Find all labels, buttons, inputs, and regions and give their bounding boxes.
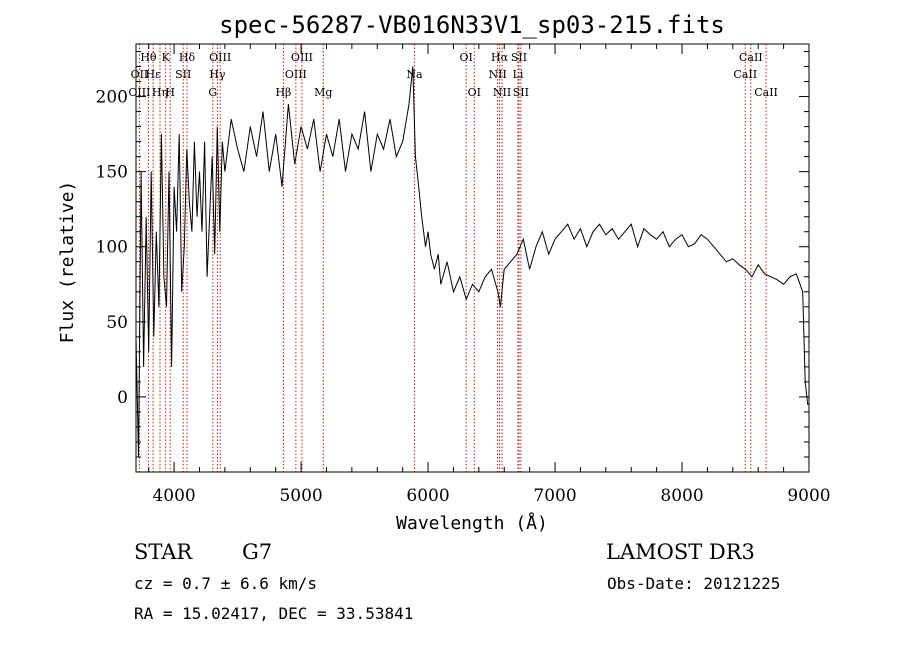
x-tick-label: 8000: [660, 486, 703, 506]
spectral-line-label: H: [165, 86, 175, 99]
spectral-line-labels: Hθ OII OIII Hε Hη K H Hδ SII OIII Hγ G Hβ OIII OIII Mg N…: [128, 51, 778, 99]
y-tick-label: 0: [117, 388, 128, 408]
object-class: STAR: [134, 540, 193, 564]
spectral-line-label: G: [208, 86, 217, 99]
plot-frame: [135, 43, 810, 473]
spectral-line-label: Hε: [145, 68, 161, 81]
x-tick-label: 6000: [406, 486, 449, 506]
spectral-line-label: Li: [513, 68, 524, 81]
spectral-line-label: NII: [493, 86, 511, 99]
spectral-line-label: OIII: [285, 68, 307, 81]
spectral-line-label: CaII: [739, 51, 763, 64]
spectral-line-label: OIII: [128, 86, 150, 99]
spectral-line-label: SII: [511, 51, 527, 64]
spectral-line-label: CaII: [733, 68, 757, 81]
redshift-velocity: cz = 0.7 ± 6.6 km/s: [134, 574, 317, 593]
x-tick-label: 7000: [533, 486, 576, 506]
y-tick-label: 200: [96, 88, 128, 108]
x-tick-label: 9000: [787, 486, 830, 506]
observation-date: Obs-Date: 20121225: [607, 574, 780, 593]
spectral-line-label: OI: [459, 51, 472, 64]
spectral-line-label: Hθ: [140, 51, 157, 64]
spectral-line-label: Hα: [491, 51, 509, 64]
x-tick-label: 4000: [152, 486, 195, 506]
spectral-line-label: OII: [131, 68, 149, 81]
spectrum-series-line: [135, 66, 809, 458]
spectral-line-label: Hβ: [275, 86, 291, 99]
y-axis-ticks: 0 50 100 150 200: [96, 51, 809, 458]
y-tick-label: 100: [96, 238, 128, 258]
spectral-line-label: SII: [513, 86, 529, 99]
spectral-line-label: K: [162, 51, 171, 64]
spectral-line-label: OI: [468, 86, 481, 99]
spectral-line-label: Hη: [152, 86, 168, 99]
spectral-line-label: CaII: [754, 86, 778, 99]
spectral-line-label: Hδ: [179, 51, 196, 64]
spectral-line-label: OIII: [291, 51, 313, 64]
spectral-line-label: SII: [175, 68, 191, 81]
y-tick-label: 50: [106, 313, 128, 333]
y-tick-label: 150: [96, 163, 128, 183]
spectral-line-label: NII: [488, 68, 506, 81]
object-subclass: G7: [242, 540, 272, 564]
spectral-line-label: Hγ: [209, 68, 226, 81]
spectral-line-label: OIII: [209, 51, 231, 64]
spectral-line-label: Mg: [314, 86, 332, 99]
spectral-line-markers: [138, 44, 767, 472]
chart-title: spec-56287-VB016N33V1_sp03-215.fits: [219, 11, 725, 39]
x-axis-label: Wavelength (Å): [396, 512, 548, 534]
coordinates: RA = 15.02417, DEC = 33.53841: [134, 604, 413, 623]
x-axis-ticks: 4000 5000 6000 7000 8000 9000: [148, 44, 831, 506]
spectral-line-label: Na: [406, 68, 423, 81]
y-axis-label: Flux (relative): [57, 181, 78, 344]
x-tick-label: 5000: [279, 486, 322, 506]
survey-name: LAMOST DR3: [606, 540, 755, 564]
